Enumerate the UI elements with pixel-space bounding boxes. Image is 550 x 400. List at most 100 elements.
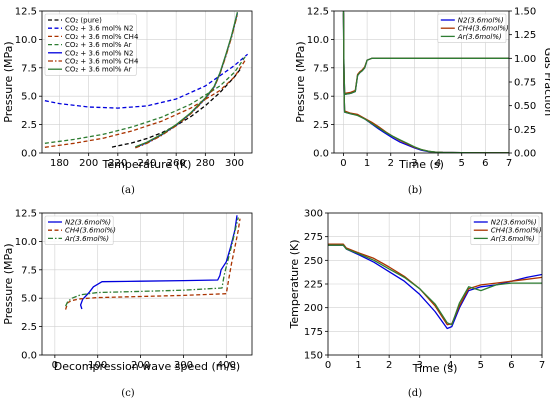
y-tick-label: 275 (304, 232, 323, 243)
y2-tick-label: 0.75 (514, 78, 536, 89)
y2-axis-label: Gas Fraction (542, 48, 550, 116)
y-tick-label: 0.0 (21, 149, 37, 160)
chart-panel-4: 0 1 2 3 4 5 6 7 150 175 200 225 250 275 300 Time (s) Tem… (288, 209, 545, 400)
legend-label: CH4(3.6mol%) (458, 25, 509, 33)
y-tick-label: 2.5 (313, 120, 329, 131)
x-axis-label: Time (s) (398, 158, 444, 171)
y-axis-label: Pressure (MPa) (294, 41, 307, 122)
y-tick-label: 225 (304, 280, 323, 291)
series-line-6 (342, 11, 509, 95)
y2-tick-label: 0.25 (514, 125, 536, 136)
x-tick-label: 300 (174, 360, 193, 371)
legend-box (44, 215, 114, 245)
x-tick-label: 2 (386, 360, 392, 371)
y-tick-label: 10.0 (307, 35, 329, 46)
y2-tick-label: 1.50 (514, 7, 536, 18)
y-axis-label: Pressure (MPa) (2, 243, 15, 324)
x-tick-label: 5 (459, 158, 465, 169)
panel-label: (b) (408, 185, 422, 196)
panel-label: (c) (121, 388, 135, 399)
series-line-2 (64, 218, 241, 310)
legend-label: N2(3.6mol%) (458, 17, 504, 25)
y-tick-label: 175 (304, 327, 323, 338)
x-tick-label: 200 (131, 360, 150, 371)
x-tick-label: 280 (196, 158, 215, 169)
series-line-1 (111, 68, 241, 148)
panel-label: (a) (121, 185, 135, 196)
x-tick-label: 220 (108, 158, 127, 169)
plot-area (342, 11, 509, 153)
x-tick-label: 7 (539, 360, 545, 371)
series-line-4 (44, 54, 247, 144)
y-tick-label: 10.0 (15, 237, 37, 248)
x-tick-label: 260 (167, 158, 186, 169)
legend-label: CO₂ + 3.6 mol% CH4 (65, 33, 139, 41)
series-line-1 (328, 244, 542, 330)
y-tick-label: 300 (304, 209, 323, 220)
x-tick-label: 7 (506, 158, 512, 169)
y-tick-label: 5.0 (21, 92, 37, 103)
y-tick-label: 7.5 (21, 63, 37, 74)
y-tick-label: 5.0 (21, 294, 37, 305)
x-tick-label: 4 (435, 158, 441, 169)
series-line-3 (44, 58, 247, 148)
y2-tick-label: 0.00 (514, 149, 536, 160)
plot-frame (41, 212, 253, 356)
x-tick-label: 200 (79, 158, 98, 169)
x-tick-label: 0 (52, 360, 58, 371)
x-tick-label: 6 (482, 158, 488, 169)
legend-label: N2(3.6mol%) (491, 219, 537, 227)
y-tick-label: 12.5 (307, 7, 329, 18)
legend-box (470, 215, 540, 245)
chart-panel-2: 0 1 2 3 4 5 6 7 0.0 2.5 5.0 7.5 10.0 12.5 0.00 0.25 0.50… (294, 7, 550, 197)
y-tick-label: 250 (304, 256, 323, 267)
legend-label: Ar(3.6mol%) (490, 235, 535, 243)
series-line-2 (328, 243, 542, 326)
y-tick-label: 150 (304, 351, 323, 362)
y-tick-label: 0.0 (21, 351, 37, 362)
y2-tick-label: 1.00 (514, 54, 536, 65)
series-line-3 (65, 217, 239, 307)
chart-panel-1: 180 200 220 240 260 280 300 0.0 2.5 5.0 7.5 10.0 12.… (2, 7, 253, 196)
y2-tick-label: 1.25 (514, 30, 536, 41)
panel-label: (d) (408, 388, 422, 399)
series-line-1 (79, 215, 238, 310)
y-tick-label: 0.0 (313, 149, 329, 160)
legend: N2(3.6mol%)CH4(3.6mol%)Ar(3.6mol%) (437, 13, 509, 43)
legend-box (437, 13, 507, 43)
x-tick-label: 0 (340, 158, 346, 169)
x-tick-label: 3 (417, 360, 423, 371)
x-tick-label: 6 (508, 360, 514, 371)
y-tick-label: 12.5 (15, 7, 37, 18)
legend: N2(3.6mol%)CH4(3.6mol%)Ar(3.6mol%) (470, 215, 542, 245)
y-tick-label: 5.0 (313, 92, 329, 103)
x-tick-label: 4 (447, 360, 453, 371)
series-line-5 (135, 13, 239, 148)
legend-box (44, 13, 137, 76)
x-tick-label: 1 (355, 360, 361, 371)
x-tick-label: 400 (217, 360, 236, 371)
series-line-3 (328, 244, 542, 326)
legend-label: CO₂ + 3.6 mol% N2 (65, 49, 134, 57)
y-tick-label: 12.5 (15, 209, 37, 220)
x-tick-label: 180 (50, 158, 69, 169)
y-tick-label: 2.5 (21, 322, 37, 333)
y2-tick-label: 0.50 (514, 101, 536, 112)
y-tick-label: 7.5 (313, 63, 329, 74)
y-tick-label: 2.5 (21, 120, 37, 131)
x-axis-label: Decompression wave speed (m/s) (54, 360, 240, 373)
legend-label: CO₂ + 3.6 mol% Ar (65, 41, 132, 49)
y-axis-label: Pressure (MPa) (2, 41, 15, 122)
x-tick-label: 1 (364, 158, 370, 169)
legend-label: CH4(3.6mol%) (491, 227, 542, 235)
plot-area (328, 243, 542, 330)
y-tick-label: 200 (304, 303, 323, 314)
x-tick-label: 300 (225, 158, 244, 169)
series-line-6 (135, 14, 239, 149)
legend-label: CO₂ + 3.6 mol% CH4 (65, 58, 139, 66)
legend-label: Ar(3.6mol%) (457, 33, 502, 41)
legend-label: N2(3.6mol%) (65, 219, 111, 227)
x-axis-label: Time (s) (412, 362, 458, 375)
y-tick-label: 7.5 (21, 265, 37, 276)
